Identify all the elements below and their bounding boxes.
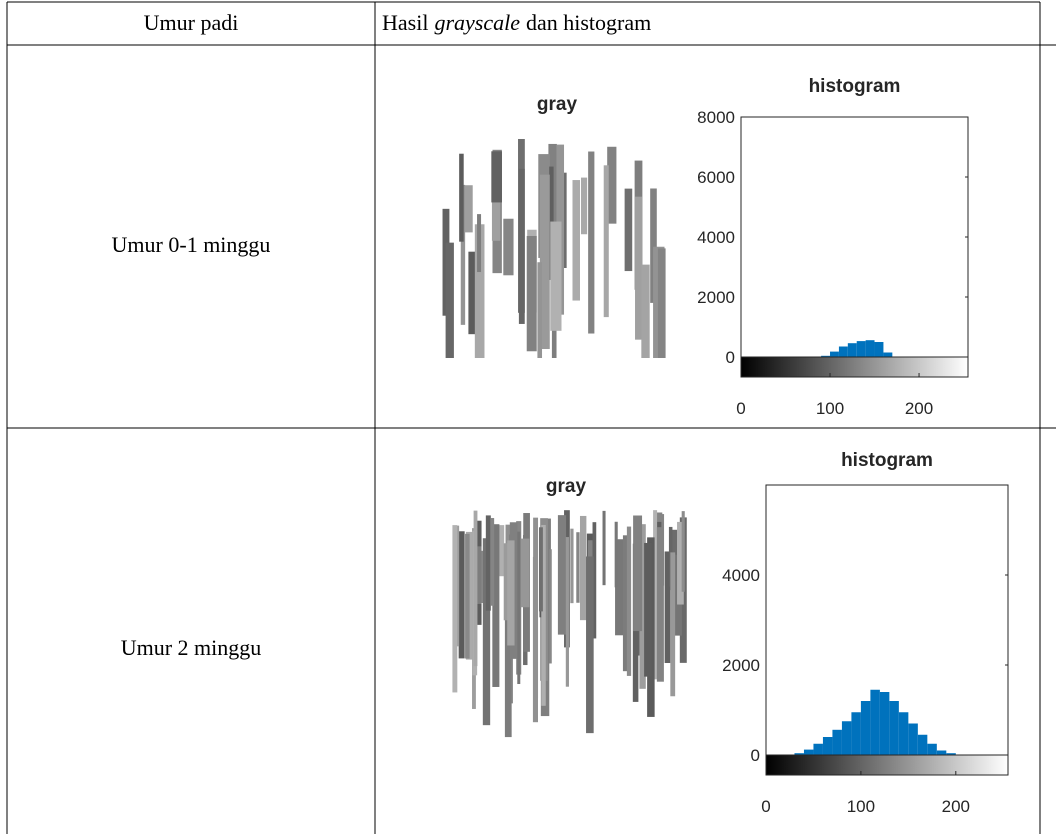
image-stroke xyxy=(539,527,543,611)
x-tick-label: 0 xyxy=(736,399,745,418)
histogram-bar xyxy=(880,692,889,755)
page: {"header": {"col1": "Umur padi", "col2":… xyxy=(0,0,1058,834)
image-stroke xyxy=(670,552,675,696)
x-tick-label: 100 xyxy=(847,797,875,816)
row-label: Umur 0-1 minggu xyxy=(112,232,271,257)
histogram-bar xyxy=(918,735,927,755)
image-title: gray xyxy=(537,94,578,115)
header-text: dan histogram xyxy=(526,10,651,35)
colorbar xyxy=(741,357,968,377)
histogram-bar xyxy=(889,701,898,755)
image-stroke xyxy=(604,165,609,317)
image-stroke xyxy=(503,219,513,276)
image-stroke xyxy=(477,214,481,272)
image-stroke xyxy=(519,169,525,324)
header-text-italic: grayscale xyxy=(434,10,520,35)
y-tick-label: 8000 xyxy=(697,108,735,127)
image-stroke xyxy=(657,527,664,682)
image-stroke xyxy=(603,511,606,585)
image-stroke xyxy=(446,243,454,358)
image-stroke xyxy=(682,511,685,592)
image-stroke xyxy=(452,525,457,692)
y-tick-label: 2000 xyxy=(722,656,760,675)
histogram-bar xyxy=(908,724,917,756)
histogram-bar xyxy=(937,751,946,756)
image-stroke xyxy=(627,527,631,676)
y-tick-label: 0 xyxy=(751,746,760,765)
y-tick-label: 6000 xyxy=(697,168,735,187)
image-stroke xyxy=(517,532,520,684)
image-stroke xyxy=(625,189,633,271)
image-title: gray xyxy=(546,476,587,497)
histogram-bar xyxy=(848,343,857,357)
histogram-bar xyxy=(813,744,822,755)
image-stroke xyxy=(641,265,649,358)
histogram-bar xyxy=(927,744,936,755)
x-tick-label: 0 xyxy=(761,797,770,816)
image-stroke xyxy=(491,151,502,202)
image-stroke xyxy=(635,197,642,340)
image-stroke xyxy=(658,248,666,358)
colorbar xyxy=(766,755,1008,775)
histogram-bar xyxy=(839,347,848,358)
y-tick-label: 2000 xyxy=(697,288,735,307)
histogram-bar xyxy=(861,701,870,755)
axes-box xyxy=(741,117,968,357)
y-tick-label: 4000 xyxy=(722,566,760,585)
image-stroke xyxy=(581,178,587,235)
histogram-bar xyxy=(832,730,841,755)
image-stroke xyxy=(465,185,473,232)
histogram-bar xyxy=(875,342,884,357)
image-stroke xyxy=(490,518,494,606)
x-tick-label: 100 xyxy=(816,399,844,418)
image-stroke xyxy=(572,180,580,301)
image-stroke xyxy=(615,522,618,588)
histogram-bar xyxy=(823,737,832,755)
image-stroke xyxy=(633,516,642,632)
image-stroke xyxy=(527,236,537,351)
histogram-bar xyxy=(857,341,866,357)
histogram-bar xyxy=(899,712,908,755)
image-stroke xyxy=(566,537,569,687)
image-stroke xyxy=(588,152,594,334)
y-tick-label: 4000 xyxy=(697,228,735,247)
histogram-bar xyxy=(830,352,839,357)
histogram-bar xyxy=(804,750,813,755)
image-stroke xyxy=(533,557,538,722)
histogram-title: histogram xyxy=(841,450,933,471)
histogram-bar xyxy=(883,353,892,358)
gray-image xyxy=(441,128,668,358)
image-stroke xyxy=(576,532,579,603)
histogram-bar xyxy=(842,721,851,755)
image-stroke xyxy=(465,534,470,659)
document: Umur padi Hasilgrayscaledan histogram Um… xyxy=(0,0,1058,834)
image-stroke xyxy=(459,154,464,242)
gray-image xyxy=(452,510,690,750)
image-stroke xyxy=(474,511,478,666)
image-stroke xyxy=(507,540,514,645)
x-tick-label: 200 xyxy=(905,399,933,418)
image-stroke xyxy=(586,556,594,733)
histogram-bar xyxy=(866,340,875,357)
histogram-bar xyxy=(851,712,860,755)
image-stroke xyxy=(521,539,530,608)
header-cell: Umur padi xyxy=(144,10,239,35)
image-stroke xyxy=(486,515,491,610)
image-stroke xyxy=(537,262,542,358)
histogram-bar xyxy=(870,690,879,755)
x-tick-label: 200 xyxy=(942,797,970,816)
image-stroke xyxy=(459,531,465,658)
image-stroke xyxy=(580,516,586,620)
image-stroke xyxy=(570,529,573,603)
header-cell: Hasilgrayscaledan histogram xyxy=(382,10,651,35)
row-label: Umur 2 minggu xyxy=(121,635,262,660)
image-stroke xyxy=(644,543,651,677)
histogram-title: histogram xyxy=(809,76,901,97)
header-text: Hasil xyxy=(382,10,428,35)
image-stroke xyxy=(550,222,561,331)
y-tick-label: 0 xyxy=(726,348,735,367)
image-stroke xyxy=(558,515,566,634)
